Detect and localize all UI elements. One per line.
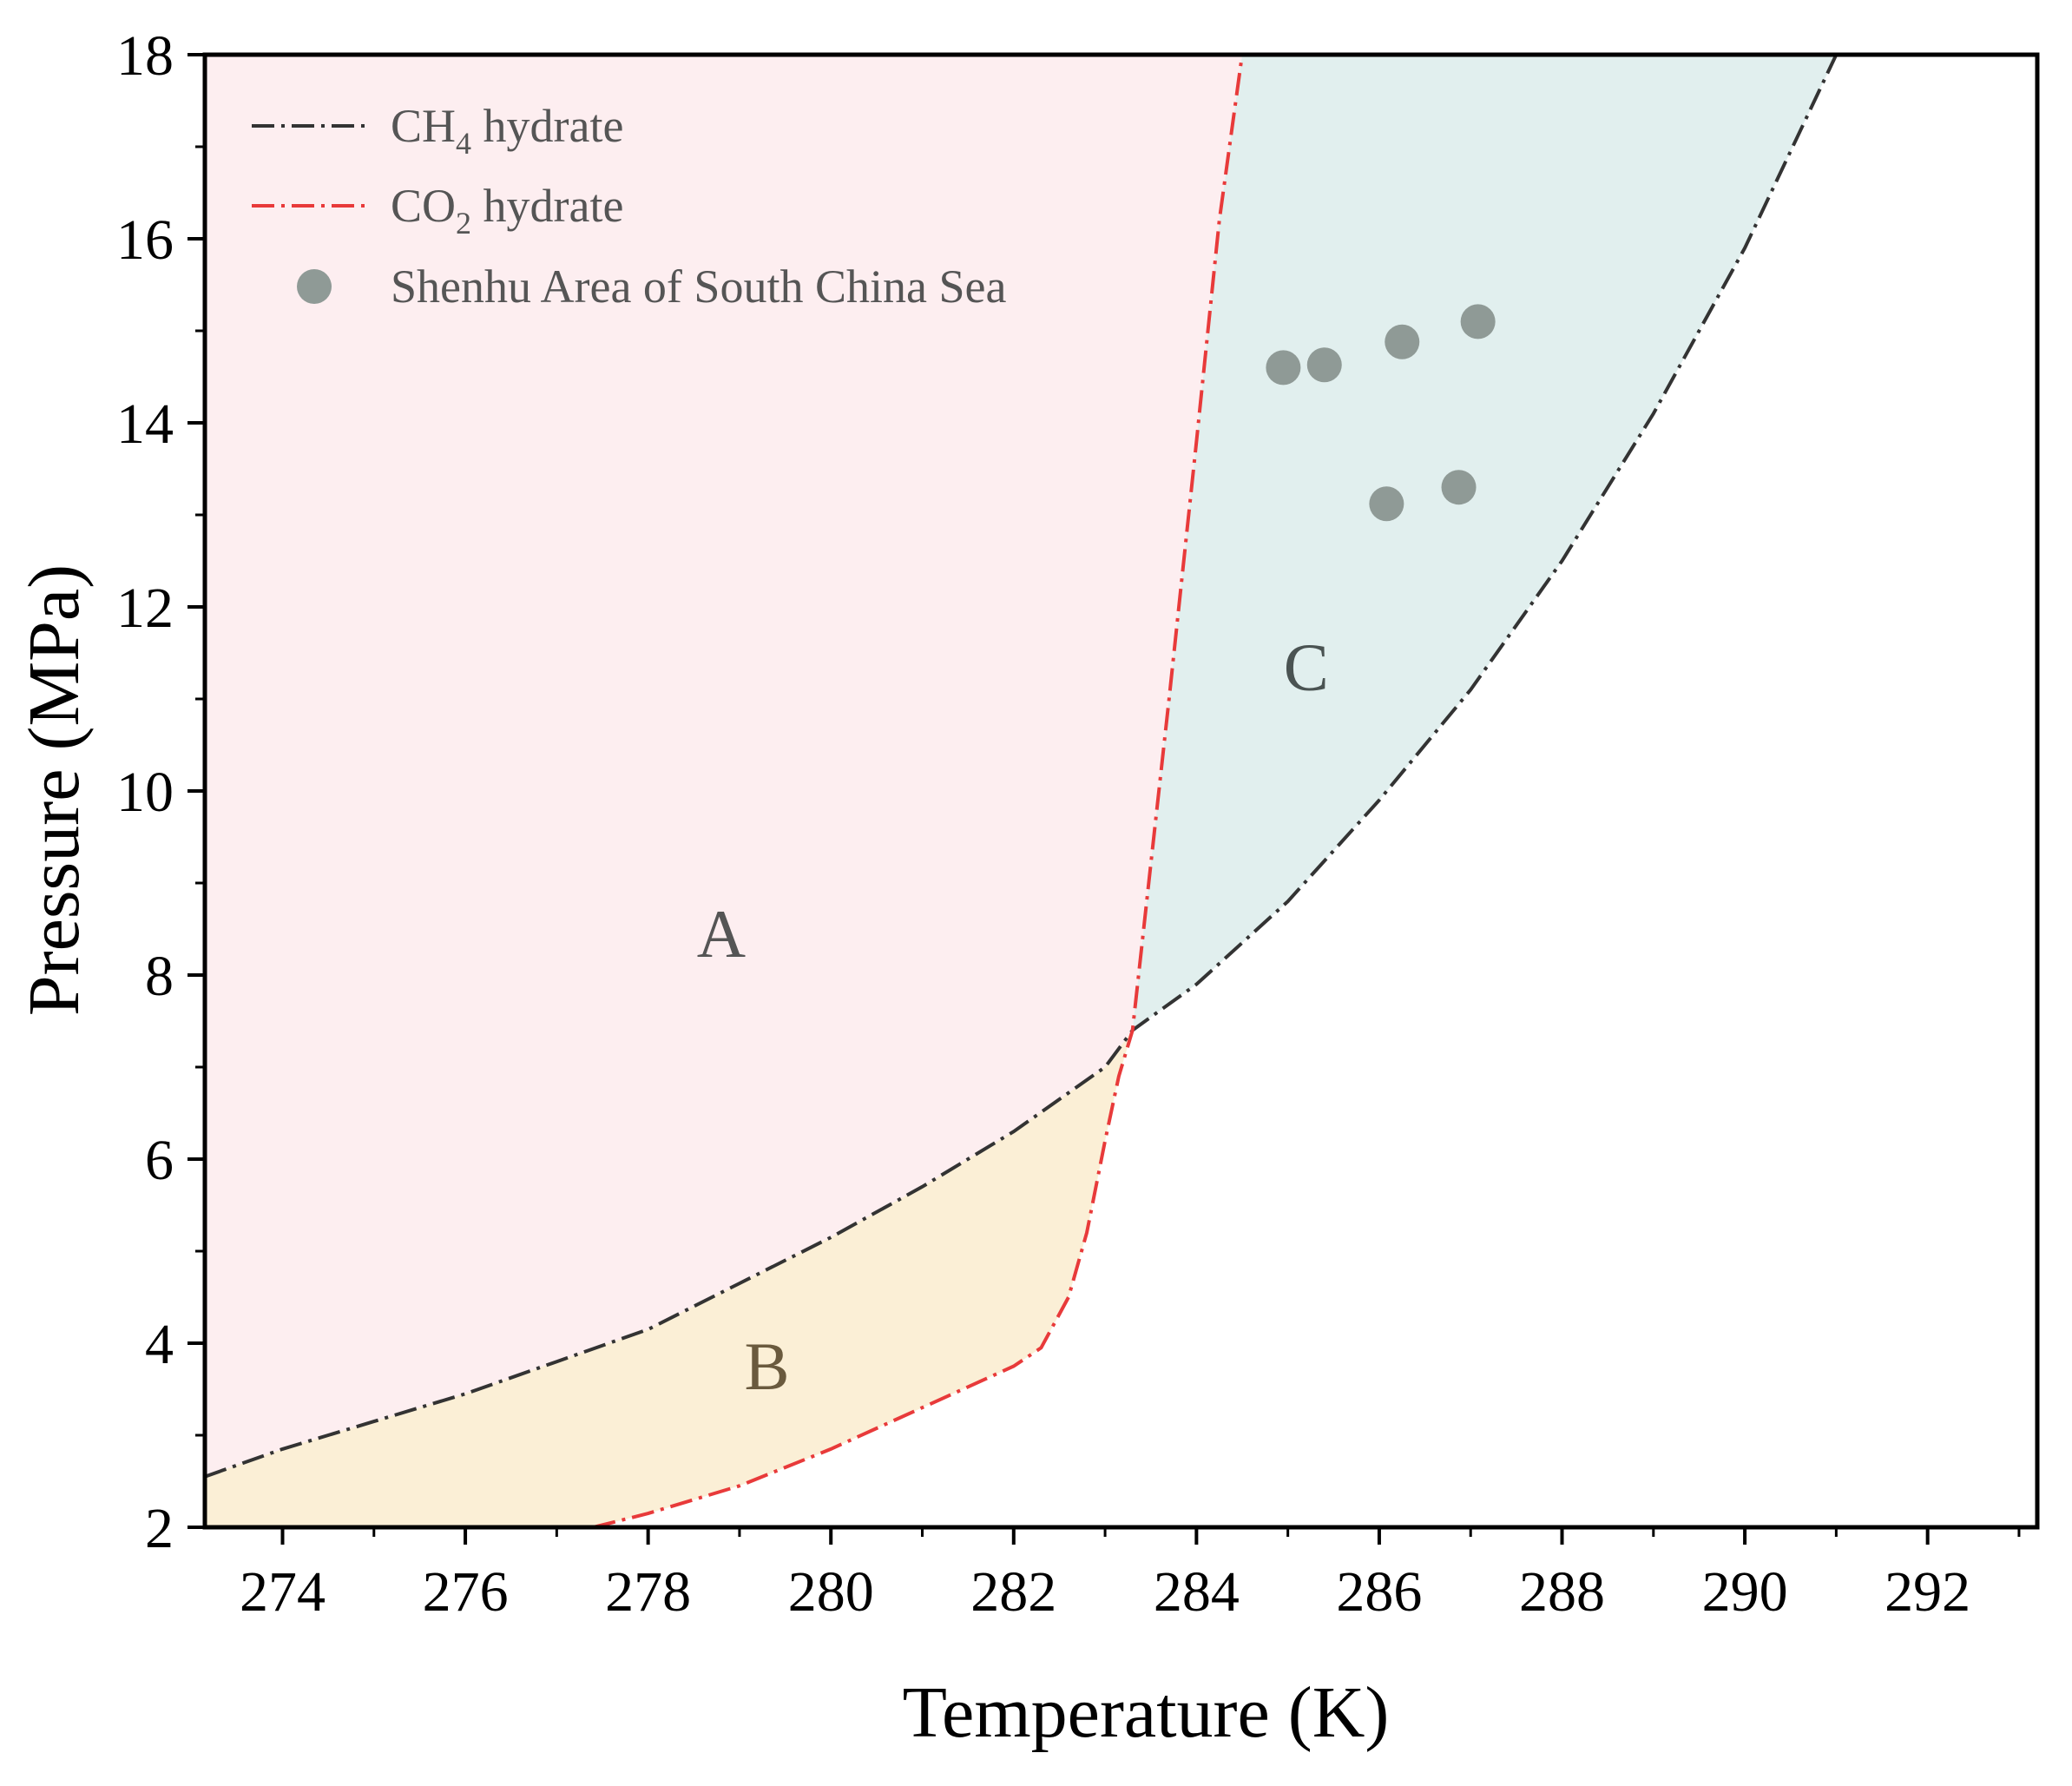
y-tick-label: 12 <box>116 577 174 640</box>
y-axis-title: Pressure (MPa) <box>14 564 95 1016</box>
x-tick-label: 286 <box>1336 1560 1422 1624</box>
y-tick-label: 18 <box>116 24 174 88</box>
plot-area: 274 276 278 280 282 284 286 288 290 292 2 4 6 8 10 12 1… <box>14 24 2040 1753</box>
legend-label-co2-main: CO <box>391 180 456 232</box>
co2-hydrate-curve <box>593 55 1244 1527</box>
region-label-a: A <box>697 896 746 972</box>
x-tick-label: 290 <box>1702 1560 1788 1624</box>
shenhu-point-6 <box>1441 470 1477 505</box>
shenhu-point-1 <box>1266 350 1301 386</box>
x-tick-label: 284 <box>1154 1560 1240 1624</box>
x-tick-label: 276 <box>423 1560 509 1624</box>
y-tick-label: 14 <box>116 392 174 456</box>
y-axis-ticks: 2 4 6 8 10 12 14 16 18 <box>116 24 205 1560</box>
legend-label-co2: CO2 hydrate <box>391 180 623 241</box>
x-tick-label: 292 <box>1885 1560 1970 1624</box>
legend-marker-shenhu <box>297 269 332 304</box>
region-label-b: B <box>744 1328 789 1404</box>
x-tick-label: 280 <box>788 1560 874 1624</box>
y-tick-label: 16 <box>116 208 174 272</box>
legend: CH4 hydrate CO2 hydrate Shenhu Area of S… <box>252 100 1006 313</box>
shenhu-point-3 <box>1385 324 1420 359</box>
y-tick-label: 2 <box>145 1497 174 1560</box>
region-label-c: C <box>1284 629 1329 704</box>
x-tick-label: 278 <box>605 1560 691 1624</box>
legend-label-shenhu: Shenhu Area of South China Sea <box>391 260 1006 313</box>
shenhu-point-2 <box>1306 347 1342 383</box>
y-tick-label: 10 <box>116 761 174 824</box>
legend-label-ch4-rest: hydrate <box>471 100 623 152</box>
y-tick-label: 4 <box>145 1313 174 1376</box>
x-axis-ticks: 274 276 278 280 282 284 286 288 290 292 <box>240 1527 2021 1624</box>
legend-entry-co2: CO2 hydrate <box>252 180 623 241</box>
legend-entry-ch4: CH4 hydrate <box>252 100 623 161</box>
legend-label-ch4-main: CH <box>391 100 456 152</box>
legend-label-co2-sub: 2 <box>456 206 471 241</box>
shenhu-point-5 <box>1369 486 1404 522</box>
region-c-fill <box>1132 55 1837 1031</box>
region-labels: A B C <box>697 629 1329 1404</box>
region-a-fill <box>205 55 1242 1477</box>
shenhu-data-points <box>1266 304 1496 522</box>
legend-label-co2-rest: hydrate <box>471 180 623 232</box>
shenhu-point-4 <box>1460 304 1496 339</box>
ch4-hydrate-curve <box>205 55 1838 1479</box>
legend-entry-shenhu: Shenhu Area of South China Sea <box>297 260 1006 313</box>
x-tick-label: 288 <box>1519 1560 1605 1624</box>
y-tick-label: 6 <box>145 1129 174 1192</box>
x-tick-label: 274 <box>240 1560 326 1624</box>
legend-label-ch4: CH4 hydrate <box>391 100 623 161</box>
x-tick-label: 282 <box>970 1560 1056 1624</box>
legend-label-ch4-sub: 4 <box>456 126 471 161</box>
y-tick-label: 8 <box>145 945 174 1008</box>
x-axis-title: Temperature (K) <box>903 1672 1390 1753</box>
